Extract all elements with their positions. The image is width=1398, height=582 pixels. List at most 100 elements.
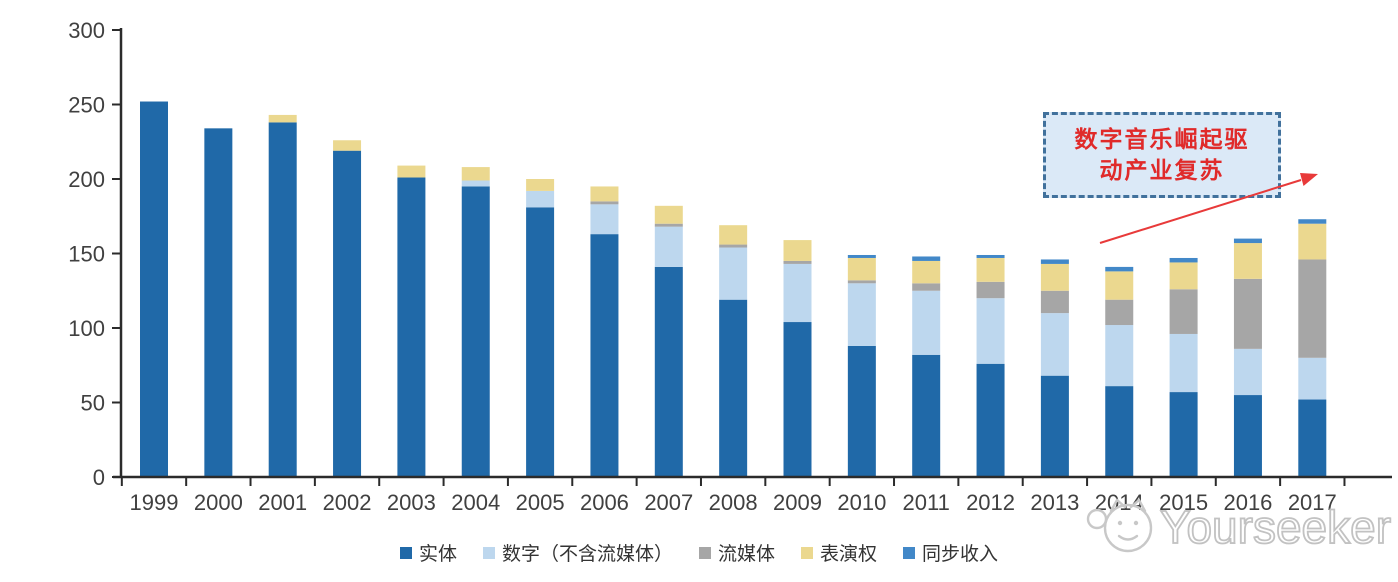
bar-segment-2004 [461, 180, 490, 187]
bar-segment-2015 [1169, 392, 1198, 477]
bar-segment-2005 [526, 207, 555, 477]
x-axis-label: 2009 [773, 490, 822, 515]
bar-segment-2017 [1298, 219, 1327, 224]
bar-segment-2003 [397, 165, 426, 178]
bar-segment-2007 [654, 226, 683, 267]
bar-segment-2012 [976, 257, 1005, 282]
bar-segment-2010 [847, 283, 876, 346]
bar-segment-2001 [268, 114, 297, 123]
bar-segment-1999 [140, 101, 168, 478]
legend-item-digital: 数字（不含流媒体） [482, 539, 673, 566]
bar-segment-2004 [461, 167, 490, 181]
legend-label-digital: 数字（不含流媒体） [501, 544, 673, 565]
y-axis-tick-label: 0 [93, 465, 105, 490]
y-axis-tick-label: 300 [68, 18, 105, 43]
bar-segment-2008 [719, 299, 748, 477]
legend-swatch-streaming [698, 546, 711, 559]
x-axis-label: 2002 [323, 490, 372, 515]
bar-segment-2000 [204, 128, 233, 477]
bar-segment-2009 [783, 322, 812, 477]
bar-segment-2016 [1233, 395, 1262, 477]
x-axis-label: 2003 [387, 490, 436, 515]
bar-segment-2002 [333, 150, 362, 477]
x-axis-label: 2012 [966, 490, 1015, 515]
bar-segment-2015 [1169, 289, 1198, 334]
bar-segment-2009 [783, 240, 812, 261]
bar-segment-2001 [268, 122, 297, 477]
legend-swatch-sync [903, 546, 916, 559]
x-axis-label: 2015 [1159, 490, 1208, 515]
y-axis-tick-label: 50 [81, 391, 105, 416]
bar-segment-2013 [1040, 259, 1069, 264]
bar-segment-2017 [1298, 357, 1327, 400]
bar-segment-2016 [1233, 243, 1262, 279]
y-axis-tick-label: 250 [68, 93, 105, 118]
bar-segment-2015 [1169, 262, 1198, 290]
bar-segment-2015 [1169, 257, 1198, 263]
bar-segment-2014 [1105, 299, 1134, 326]
bar-segment-2012 [976, 298, 1005, 364]
legend-label-performance: 表演权 [820, 544, 878, 565]
legend-swatch-physical [399, 546, 412, 559]
bar-segment-2006 [590, 234, 619, 477]
bar-segment-2007 [654, 266, 683, 477]
bar-segment-2017 [1298, 399, 1327, 477]
bar-segment-2011 [912, 260, 941, 284]
x-axis-label: 2011 [903, 490, 950, 515]
annotation-text-line1: 数字音乐崛起驱 [1074, 126, 1250, 152]
y-axis-tick-label: 150 [68, 242, 105, 267]
annotation-arrow-line [1099, 179, 1302, 244]
annotation-callout: 数字音乐崛起驱 动产业复苏 [1043, 112, 1281, 198]
bar-segment-2006 [590, 201, 619, 205]
bar-segment-2017 [1298, 259, 1327, 358]
y-axis-tick-label: 100 [68, 316, 105, 341]
x-axis-label: 2000 [194, 490, 243, 515]
annotation-arrow-head [1300, 173, 1318, 186]
bar-segment-2013 [1040, 290, 1069, 314]
x-axis-label: 1999 [130, 490, 179, 515]
bar-segment-2009 [783, 260, 812, 264]
x-axis-label: 2010 [837, 490, 886, 515]
bar-segment-2008 [719, 225, 748, 245]
x-axis-label: 2006 [580, 490, 629, 515]
bar-segment-2017 [1298, 223, 1327, 260]
bar-segment-2006 [590, 186, 619, 202]
bar-segment-2014 [1105, 325, 1134, 387]
bar-segment-2014 [1105, 271, 1134, 300]
x-axis-label: 2017 [1288, 490, 1337, 515]
x-axis-label: 2004 [451, 490, 500, 515]
chart-legend: 实体 数字（不含流媒体） 流媒体 表演权 同步收入 [0, 539, 1398, 566]
bar-segment-2004 [461, 186, 490, 477]
bar-segment-2008 [719, 244, 748, 248]
bar-segment-2002 [333, 140, 362, 151]
y-axis-tick-label: 200 [68, 167, 105, 192]
bar-segment-2011 [912, 256, 941, 261]
bar-segment-2007 [654, 223, 683, 227]
bar-segment-2015 [1169, 333, 1198, 393]
legend-item-streaming: 流媒体 [698, 539, 775, 566]
annotation-text-line2: 动产业复苏 [1099, 157, 1225, 183]
legend-item-performance: 表演权 [801, 539, 877, 566]
legend-item-physical: 实体 [399, 539, 457, 566]
yourseeker-watermark: Yourseeker [1086, 498, 1392, 554]
bar-segment-2013 [1040, 375, 1069, 477]
bar-segment-2016 [1233, 348, 1262, 396]
bar-segment-2010 [847, 345, 876, 477]
legend-item-sync: 同步收入 [903, 539, 998, 566]
bar-segment-2007 [654, 205, 683, 224]
x-axis-label: 2001 [258, 490, 307, 515]
bar-segment-2012 [976, 281, 1005, 299]
bar-segment-2013 [1040, 313, 1069, 376]
bar-segment-2006 [590, 204, 619, 235]
bar-segment-2005 [526, 190, 555, 208]
x-axis-label: 2013 [1030, 490, 1079, 515]
legend-label-sync: 同步收入 [922, 544, 999, 565]
bar-segment-2009 [783, 263, 812, 323]
bar-segment-2011 [912, 354, 941, 477]
bar-segment-2012 [976, 254, 1005, 258]
bar-segment-2008 [719, 247, 748, 300]
bar-segment-2010 [847, 254, 876, 258]
legend-label-streaming: 流媒体 [717, 544, 775, 565]
bar-segment-2012 [976, 363, 1005, 477]
